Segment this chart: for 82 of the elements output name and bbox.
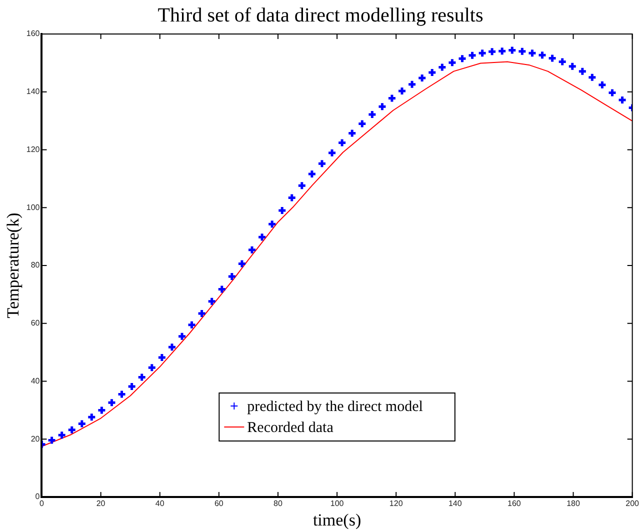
- x-tick-label: 200: [626, 499, 640, 508]
- point: [618, 95, 628, 105]
- point: [587, 72, 597, 82]
- point: [347, 128, 357, 138]
- point: [548, 54, 558, 64]
- point: [227, 272, 237, 282]
- point: [337, 138, 347, 148]
- point: [297, 180, 307, 190]
- x-tick-label: 180: [566, 499, 580, 508]
- x-tick-label: 160: [508, 499, 522, 508]
- point: [47, 436, 57, 446]
- point: [447, 58, 457, 68]
- point: [538, 50, 548, 60]
- point: [407, 80, 417, 90]
- point: [267, 219, 277, 229]
- x-tick-label: 60: [214, 499, 224, 508]
- point: [187, 320, 197, 330]
- point: [147, 362, 157, 372]
- x-tick-label: 120: [389, 499, 404, 508]
- x-tick-label: 80: [274, 499, 283, 508]
- point: [137, 372, 147, 382]
- point: [86, 412, 96, 422]
- point: [207, 296, 217, 306]
- point: [367, 110, 377, 120]
- y-tick-label: 60: [30, 318, 40, 328]
- y-tick-label: 0: [35, 492, 40, 502]
- point: [417, 73, 427, 83]
- point: [468, 50, 478, 60]
- point: [287, 193, 297, 203]
- x-tick-label: 100: [330, 499, 344, 508]
- point: [106, 398, 116, 408]
- y-tick-label: 40: [30, 376, 40, 386]
- point: [357, 118, 367, 128]
- point: [177, 332, 187, 342]
- point: [257, 232, 267, 242]
- x-tick-label: 140: [448, 499, 462, 508]
- y-tick-label: 80: [30, 260, 40, 270]
- point: [217, 284, 227, 294]
- point: [327, 148, 337, 158]
- y-tick-label: 100: [26, 202, 40, 212]
- point: [558, 57, 568, 67]
- legend-label: Recorded data: [247, 420, 334, 436]
- point: [247, 245, 257, 255]
- point: [607, 88, 617, 98]
- point: [427, 68, 437, 78]
- y-tick-label: 120: [26, 144, 40, 154]
- point: [157, 352, 167, 362]
- point: [117, 390, 127, 400]
- y-tick-label: 20: [30, 434, 40, 444]
- x-tick-label: 40: [155, 499, 165, 508]
- legend-label: predicted by the direct model: [247, 398, 423, 415]
- point: [517, 46, 527, 56]
- point: [197, 308, 207, 318]
- point: [57, 430, 67, 440]
- point: [578, 66, 588, 76]
- y-tick-label: 140: [26, 87, 40, 96]
- point: [307, 169, 317, 179]
- point: [237, 259, 247, 269]
- point: [527, 48, 537, 58]
- point: [167, 342, 177, 352]
- point: [127, 382, 137, 392]
- point: [487, 46, 497, 56]
- point: [568, 62, 578, 72]
- point: [67, 425, 77, 435]
- point: [77, 419, 87, 429]
- point: [387, 93, 397, 103]
- chart-title: Third set of data direct modelling results: [158, 4, 484, 26]
- point: [478, 48, 488, 58]
- y-tick-label: 160: [26, 29, 40, 38]
- x-tick-label: 20: [96, 499, 106, 508]
- point: [317, 158, 327, 168]
- point: [507, 45, 517, 55]
- point: [597, 80, 607, 90]
- x-axis-title: time(s): [312, 510, 362, 530]
- point: [457, 54, 467, 64]
- point: [397, 86, 407, 96]
- point: [497, 46, 507, 56]
- point: [437, 62, 447, 72]
- point: [277, 206, 287, 216]
- y-axis-title: Temperature(k): [4, 212, 23, 318]
- point: [377, 102, 387, 112]
- point: [96, 405, 106, 415]
